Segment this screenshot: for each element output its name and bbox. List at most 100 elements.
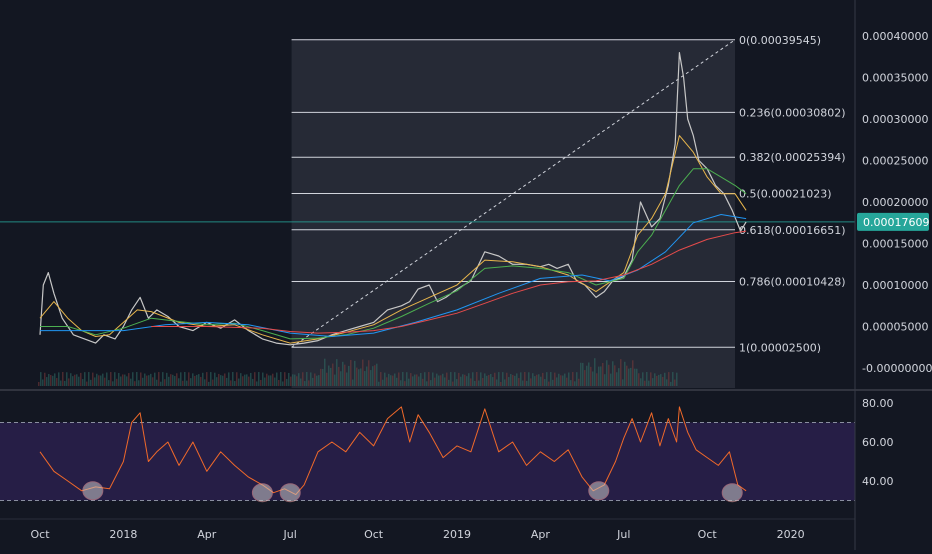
volume-bar bbox=[294, 374, 296, 386]
volume-bar bbox=[132, 372, 134, 386]
volume-bar bbox=[40, 372, 42, 386]
volume-bar bbox=[266, 373, 268, 386]
volume-bar bbox=[446, 372, 448, 386]
volume-bar bbox=[662, 376, 664, 386]
volume-bar bbox=[552, 379, 554, 386]
series-line-ma-long bbox=[40, 214, 747, 337]
volume-bar bbox=[82, 379, 84, 386]
volume-bar bbox=[84, 372, 86, 386]
volume-bar bbox=[126, 376, 128, 386]
volume-bar bbox=[212, 379, 214, 386]
volume-bar bbox=[408, 378, 410, 386]
volume-bar bbox=[468, 373, 470, 386]
volume-bar bbox=[478, 380, 480, 386]
volume-bar bbox=[354, 360, 356, 386]
volume-bar bbox=[152, 377, 154, 386]
volume-bar bbox=[588, 362, 590, 386]
volume-bar bbox=[62, 372, 64, 386]
volume-bar bbox=[556, 377, 558, 386]
volume-bar bbox=[124, 374, 126, 386]
volume-bar bbox=[188, 372, 190, 386]
volume-bar bbox=[510, 374, 512, 386]
volume-bar bbox=[412, 376, 414, 386]
volume-bar bbox=[206, 372, 208, 386]
volume-bar bbox=[488, 375, 490, 386]
volume-bar bbox=[378, 381, 380, 386]
volume-bar bbox=[238, 378, 240, 386]
volume-bar bbox=[360, 368, 362, 386]
volume-bar bbox=[502, 372, 504, 386]
volume-bar bbox=[578, 378, 580, 386]
volume-bar bbox=[562, 375, 564, 386]
oscillator-axis-tick-label: 40.00 bbox=[862, 475, 894, 488]
volume-bar bbox=[460, 376, 462, 386]
volume-bar bbox=[410, 373, 412, 386]
volume-bar bbox=[204, 379, 206, 386]
volume-bar bbox=[572, 372, 574, 386]
volume-bar bbox=[518, 378, 520, 386]
volume-bar bbox=[282, 381, 284, 386]
volume-bar bbox=[296, 376, 298, 386]
volume-bar bbox=[494, 372, 496, 386]
volume-bar bbox=[422, 378, 424, 386]
volume-bar bbox=[106, 372, 108, 386]
volume-bar bbox=[56, 378, 58, 386]
volume-bar bbox=[190, 378, 192, 386]
volume-bar bbox=[370, 370, 372, 386]
volume-bar bbox=[300, 378, 302, 386]
volume-bar bbox=[538, 374, 540, 386]
volume-bar bbox=[586, 365, 588, 386]
price-axis-tick-label: -0.00000000 bbox=[862, 362, 932, 375]
volume-bar bbox=[260, 379, 262, 386]
volume-bar bbox=[592, 371, 594, 386]
volume-bar bbox=[356, 367, 358, 386]
volume-bar bbox=[398, 372, 400, 386]
price-axis-tick-label: 0.00035000 bbox=[862, 72, 928, 85]
volume-bar bbox=[64, 380, 66, 386]
volume-bar bbox=[610, 373, 612, 386]
volume-bar bbox=[38, 382, 40, 386]
volume-bar bbox=[676, 372, 678, 386]
volume-bar bbox=[392, 375, 394, 386]
volume-bar bbox=[344, 364, 346, 386]
price-axis-tick-label: 0.00030000 bbox=[862, 113, 928, 126]
volume-bar bbox=[536, 374, 538, 386]
volume-bar bbox=[262, 372, 264, 386]
volume-bar bbox=[448, 379, 450, 386]
volume-bar bbox=[636, 368, 638, 386]
volume-bar bbox=[44, 372, 46, 386]
volume-bar bbox=[130, 378, 132, 386]
volume-bar bbox=[396, 377, 398, 386]
volume-bar bbox=[602, 362, 604, 386]
last-price-label: 0.00017609 bbox=[863, 216, 929, 229]
volume-bar bbox=[358, 369, 360, 386]
volume-bar bbox=[658, 374, 660, 386]
volume-bar bbox=[520, 372, 522, 386]
series-line-ma-short bbox=[39, 135, 747, 344]
volume-bar bbox=[278, 379, 280, 386]
volume-bar bbox=[96, 373, 98, 386]
volume-bar bbox=[116, 378, 118, 386]
volume-bar bbox=[666, 379, 668, 386]
volume-bar bbox=[334, 374, 336, 386]
volume-bar bbox=[234, 381, 236, 386]
volume-bar bbox=[550, 372, 552, 386]
volume-bar bbox=[306, 372, 308, 386]
volume-bar bbox=[208, 381, 210, 386]
volume-bar bbox=[60, 380, 62, 386]
volume-bar bbox=[270, 375, 272, 386]
volume-bar bbox=[406, 372, 408, 386]
volume-bar bbox=[476, 372, 478, 386]
volume-bar bbox=[400, 380, 402, 386]
volume-bar bbox=[664, 372, 666, 386]
volume-bar bbox=[122, 374, 124, 386]
volume-bar bbox=[228, 372, 230, 386]
oscillator-highlight bbox=[588, 481, 610, 501]
volume-bar bbox=[202, 372, 204, 386]
volume-bar bbox=[526, 380, 528, 386]
volume-bar bbox=[320, 368, 322, 386]
volume-bar bbox=[382, 379, 384, 386]
oscillator-highlight bbox=[251, 483, 273, 503]
volume-bar bbox=[650, 372, 652, 386]
volume-bar bbox=[364, 371, 366, 386]
